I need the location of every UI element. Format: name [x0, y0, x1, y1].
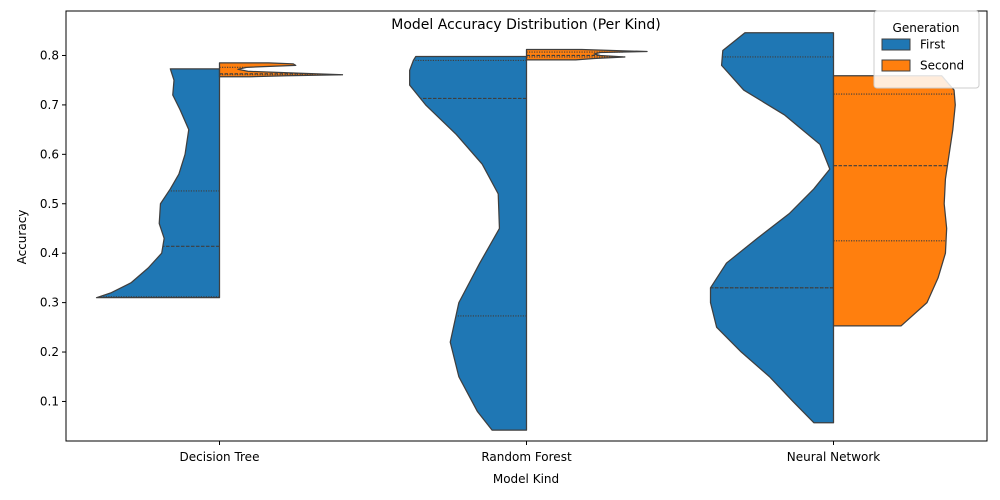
y-tick-label: 0.5 — [40, 197, 59, 211]
y-tick-label: 0.6 — [40, 147, 59, 161]
y-tick-label: 0.1 — [40, 394, 59, 408]
chart-title: Model Accuracy Distribution (Per Kind) — [391, 17, 661, 33]
legend-swatch-second — [881, 59, 911, 72]
x-tick-label-decision-tree: Decision Tree — [180, 450, 260, 464]
y-tick-label: 0.7 — [40, 98, 59, 112]
y-tick-label: 0.8 — [40, 48, 59, 62]
axes-layer: 0.1 0.2 0.3 0.4 0.5 0.6 0.7 0.8 Decision Tree Ran… — [40, 10, 988, 464]
x-axis-label: Model Kind — [493, 472, 559, 486]
violin-random-forest-first — [409, 55, 528, 431]
violin-neural-network-first — [709, 32, 835, 424]
legend-title: Generation — [893, 21, 960, 35]
legend: Generation First Second — [873, 10, 980, 89]
violin-neural-network-second — [832, 75, 956, 327]
violins-layer — [95, 32, 956, 431]
legend-label-first: First — [920, 38, 946, 52]
legend-label-second: Second — [920, 59, 964, 73]
violin-decision-tree-first — [95, 68, 221, 299]
x-tick-label-random-forest: Random Forest — [481, 450, 572, 464]
y-tick-label: 0.2 — [40, 345, 59, 359]
violin-random-forest-second — [525, 48, 648, 61]
y-tick-label: 0.3 — [40, 296, 59, 310]
y-tick-label: 0.4 — [40, 246, 59, 260]
y-axis-label: Accuracy — [15, 210, 29, 265]
legend-swatch-first — [881, 38, 911, 51]
x-tick-label-neural-network: Neural Network — [787, 450, 881, 464]
